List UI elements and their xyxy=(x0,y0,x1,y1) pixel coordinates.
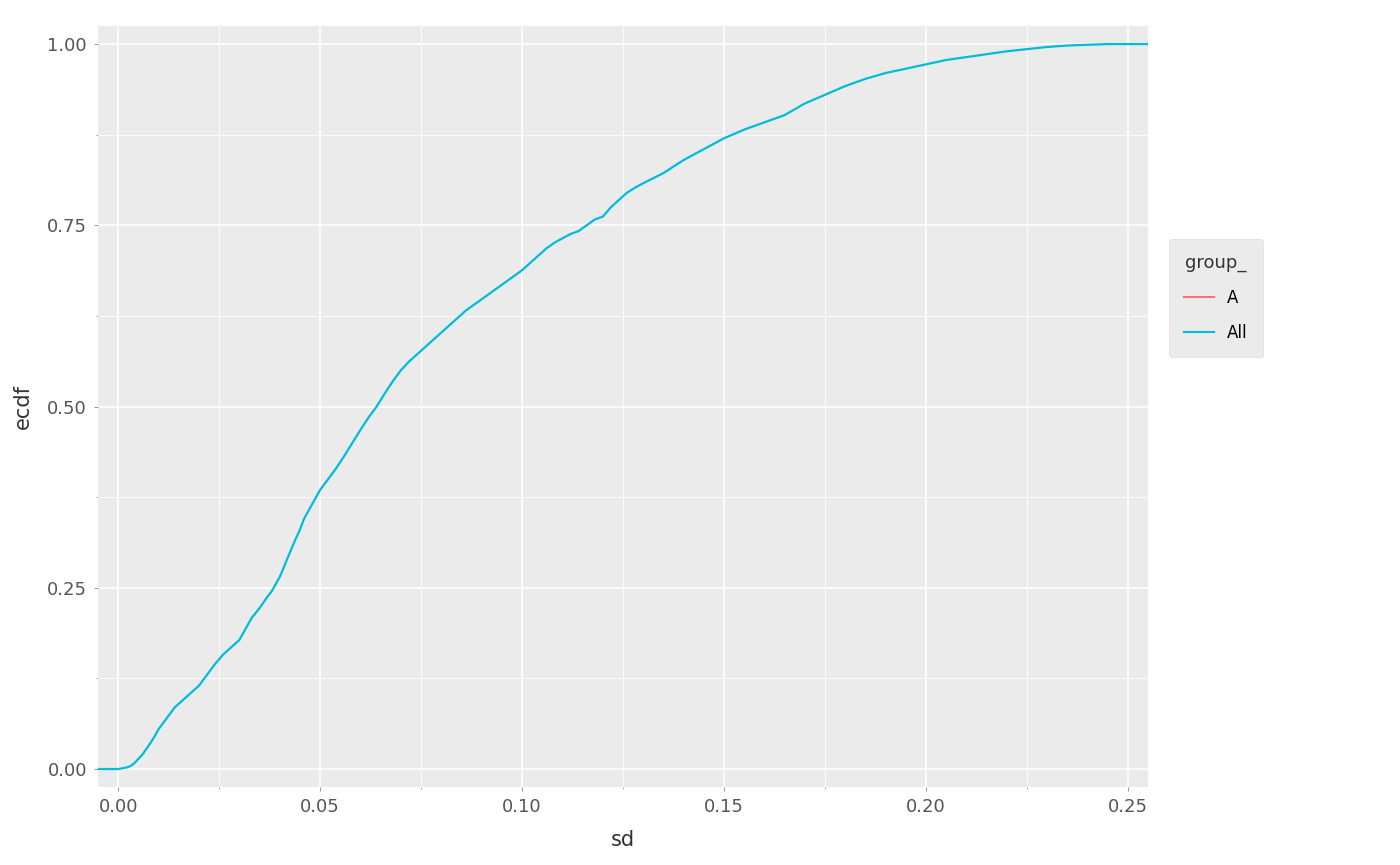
Y-axis label: ecdf: ecdf xyxy=(13,384,34,429)
X-axis label: sd: sd xyxy=(610,830,636,850)
Legend: A, All: A, All xyxy=(1169,239,1263,356)
